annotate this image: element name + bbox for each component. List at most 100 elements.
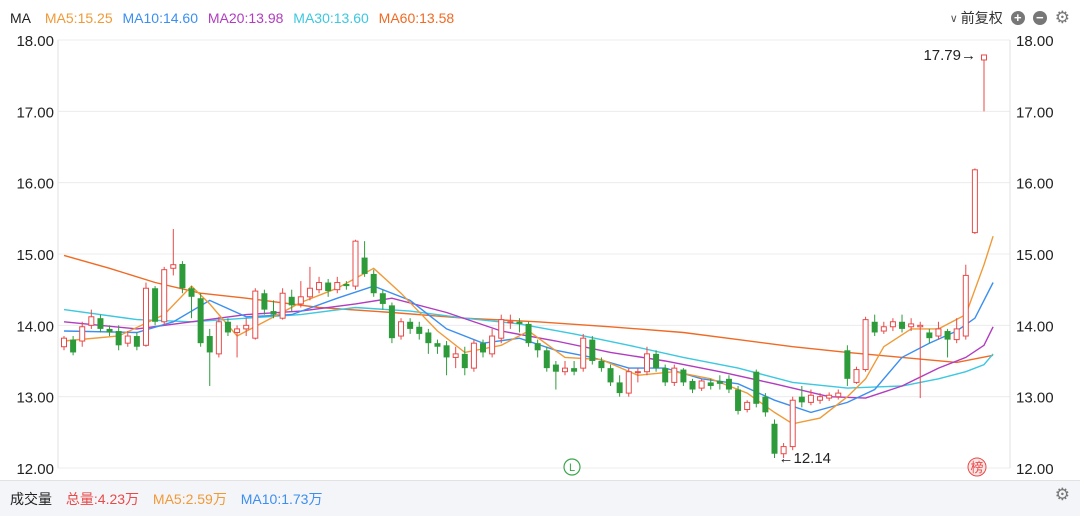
candle-down [443, 345, 450, 358]
l-marker-icon [563, 458, 581, 476]
candle-down [379, 293, 386, 304]
candle-down [115, 331, 122, 346]
gear-icon[interactable]: ⚙ [1054, 8, 1070, 27]
candle-up [853, 369, 860, 383]
candle-down [425, 332, 432, 344]
candle-down [899, 321, 906, 329]
candle-down [707, 382, 714, 386]
candle-up [862, 319, 869, 371]
candle-up [807, 394, 814, 403]
candle-down [771, 423, 778, 454]
candle-up [489, 335, 496, 355]
minus-circle-icon[interactable]: − [1032, 11, 1047, 25]
candle-down [762, 396, 769, 413]
ma5-value: MA5:15.25 [44, 10, 113, 26]
candle-down [653, 353, 660, 369]
y-tick-label-left: 13.00 [16, 390, 54, 407]
candle-up [889, 321, 896, 328]
volume-bar: 成交量 总量:4.23万 MA5:2.59万 MA10:1.73万 ⚙ [0, 480, 1080, 516]
adjust-dropdown[interactable]: ∨ 前复权 [950, 8, 1003, 28]
candle-up [88, 316, 95, 326]
candle-up [352, 240, 359, 287]
candle-down [944, 331, 951, 340]
candle-up [398, 321, 405, 337]
candle-down [288, 296, 295, 306]
candle-up [953, 328, 960, 341]
chart-header: MA MA5:15.25 MA10:14.60 MA20:13.98 MA30:… [0, 0, 1080, 36]
low-annotation: ←12.14 [778, 450, 831, 467]
y-tick-label-left: 16.00 [16, 176, 54, 193]
candle-up [124, 335, 131, 344]
candle-down [261, 293, 268, 310]
candle-down [753, 371, 760, 404]
y-tick-label-right: 12.00 [1016, 461, 1054, 478]
candle-up [935, 328, 942, 337]
candle-down [571, 368, 578, 372]
candle-up [507, 321, 514, 324]
candle-up [835, 392, 842, 398]
candle-down [370, 273, 377, 294]
volume-label[interactable]: 成交量 [10, 491, 52, 507]
candle-down [206, 336, 213, 353]
candle-up [789, 399, 796, 448]
plus-circle-icon[interactable]: + [1010, 11, 1025, 25]
candlestick-chart[interactable]: 18.00 18.00 17.00 17.00 16.00 16.00 15.00 15.00… [0, 0, 1080, 480]
candle-up [452, 353, 459, 358]
candle-up [971, 169, 978, 234]
candle-down [735, 389, 742, 411]
high-annotation: 17.79→ [923, 47, 976, 64]
candle-down [224, 321, 231, 333]
gear-icon[interactable]: ⚙ [1054, 485, 1070, 504]
candle-down [716, 380, 723, 384]
candle-up [170, 264, 177, 269]
candle-down [543, 350, 550, 369]
candle-down [388, 305, 395, 339]
candle-up [334, 282, 341, 291]
candle-up [780, 446, 787, 455]
candle-down [525, 323, 532, 344]
candle-up [470, 342, 477, 369]
candle-down [871, 321, 878, 333]
candle-down [325, 282, 332, 292]
candle-down [133, 336, 140, 347]
candle-down [798, 396, 805, 403]
candle-down [516, 321, 523, 324]
y-tick-label-right: 17.00 [1016, 104, 1054, 121]
indicator-label[interactable]: MA [10, 10, 31, 26]
candle-up [634, 371, 641, 374]
candle-up [698, 380, 705, 389]
candle-up [498, 319, 505, 339]
candle-up [142, 287, 149, 346]
y-tick-label-left: 15.00 [16, 247, 54, 264]
candle-down [270, 311, 277, 315]
adjust-label: 前复权 [960, 10, 1003, 26]
candle-down [725, 378, 732, 390]
candle-down [607, 368, 614, 383]
bang-marker-label: 榜 [970, 460, 983, 476]
candle-up [279, 292, 286, 319]
candle-up [671, 367, 678, 383]
candle-down [407, 321, 414, 329]
candle-down [179, 263, 186, 289]
candle-up [981, 54, 987, 61]
candle-up [243, 324, 250, 330]
candle-up [252, 290, 259, 339]
candle-down [680, 369, 687, 383]
y-tick-label-right: 13.00 [1016, 390, 1054, 407]
candle-up [561, 367, 568, 373]
candle-up [61, 337, 67, 348]
candle-down [197, 298, 204, 344]
candle-down [552, 364, 559, 372]
candle-down [70, 339, 77, 353]
candle-down [152, 288, 159, 322]
candle-up [161, 269, 168, 323]
candle-down [616, 382, 623, 394]
y-tick-label-right: 14.00 [1016, 318, 1054, 335]
candle-down [461, 353, 468, 369]
chevron-down-icon: ∨ [949, 12, 958, 25]
candle-down [416, 326, 423, 334]
candle-down [844, 350, 851, 379]
bang-marker-icon [967, 457, 987, 477]
candle-up [297, 296, 304, 305]
candle-up [744, 401, 751, 411]
